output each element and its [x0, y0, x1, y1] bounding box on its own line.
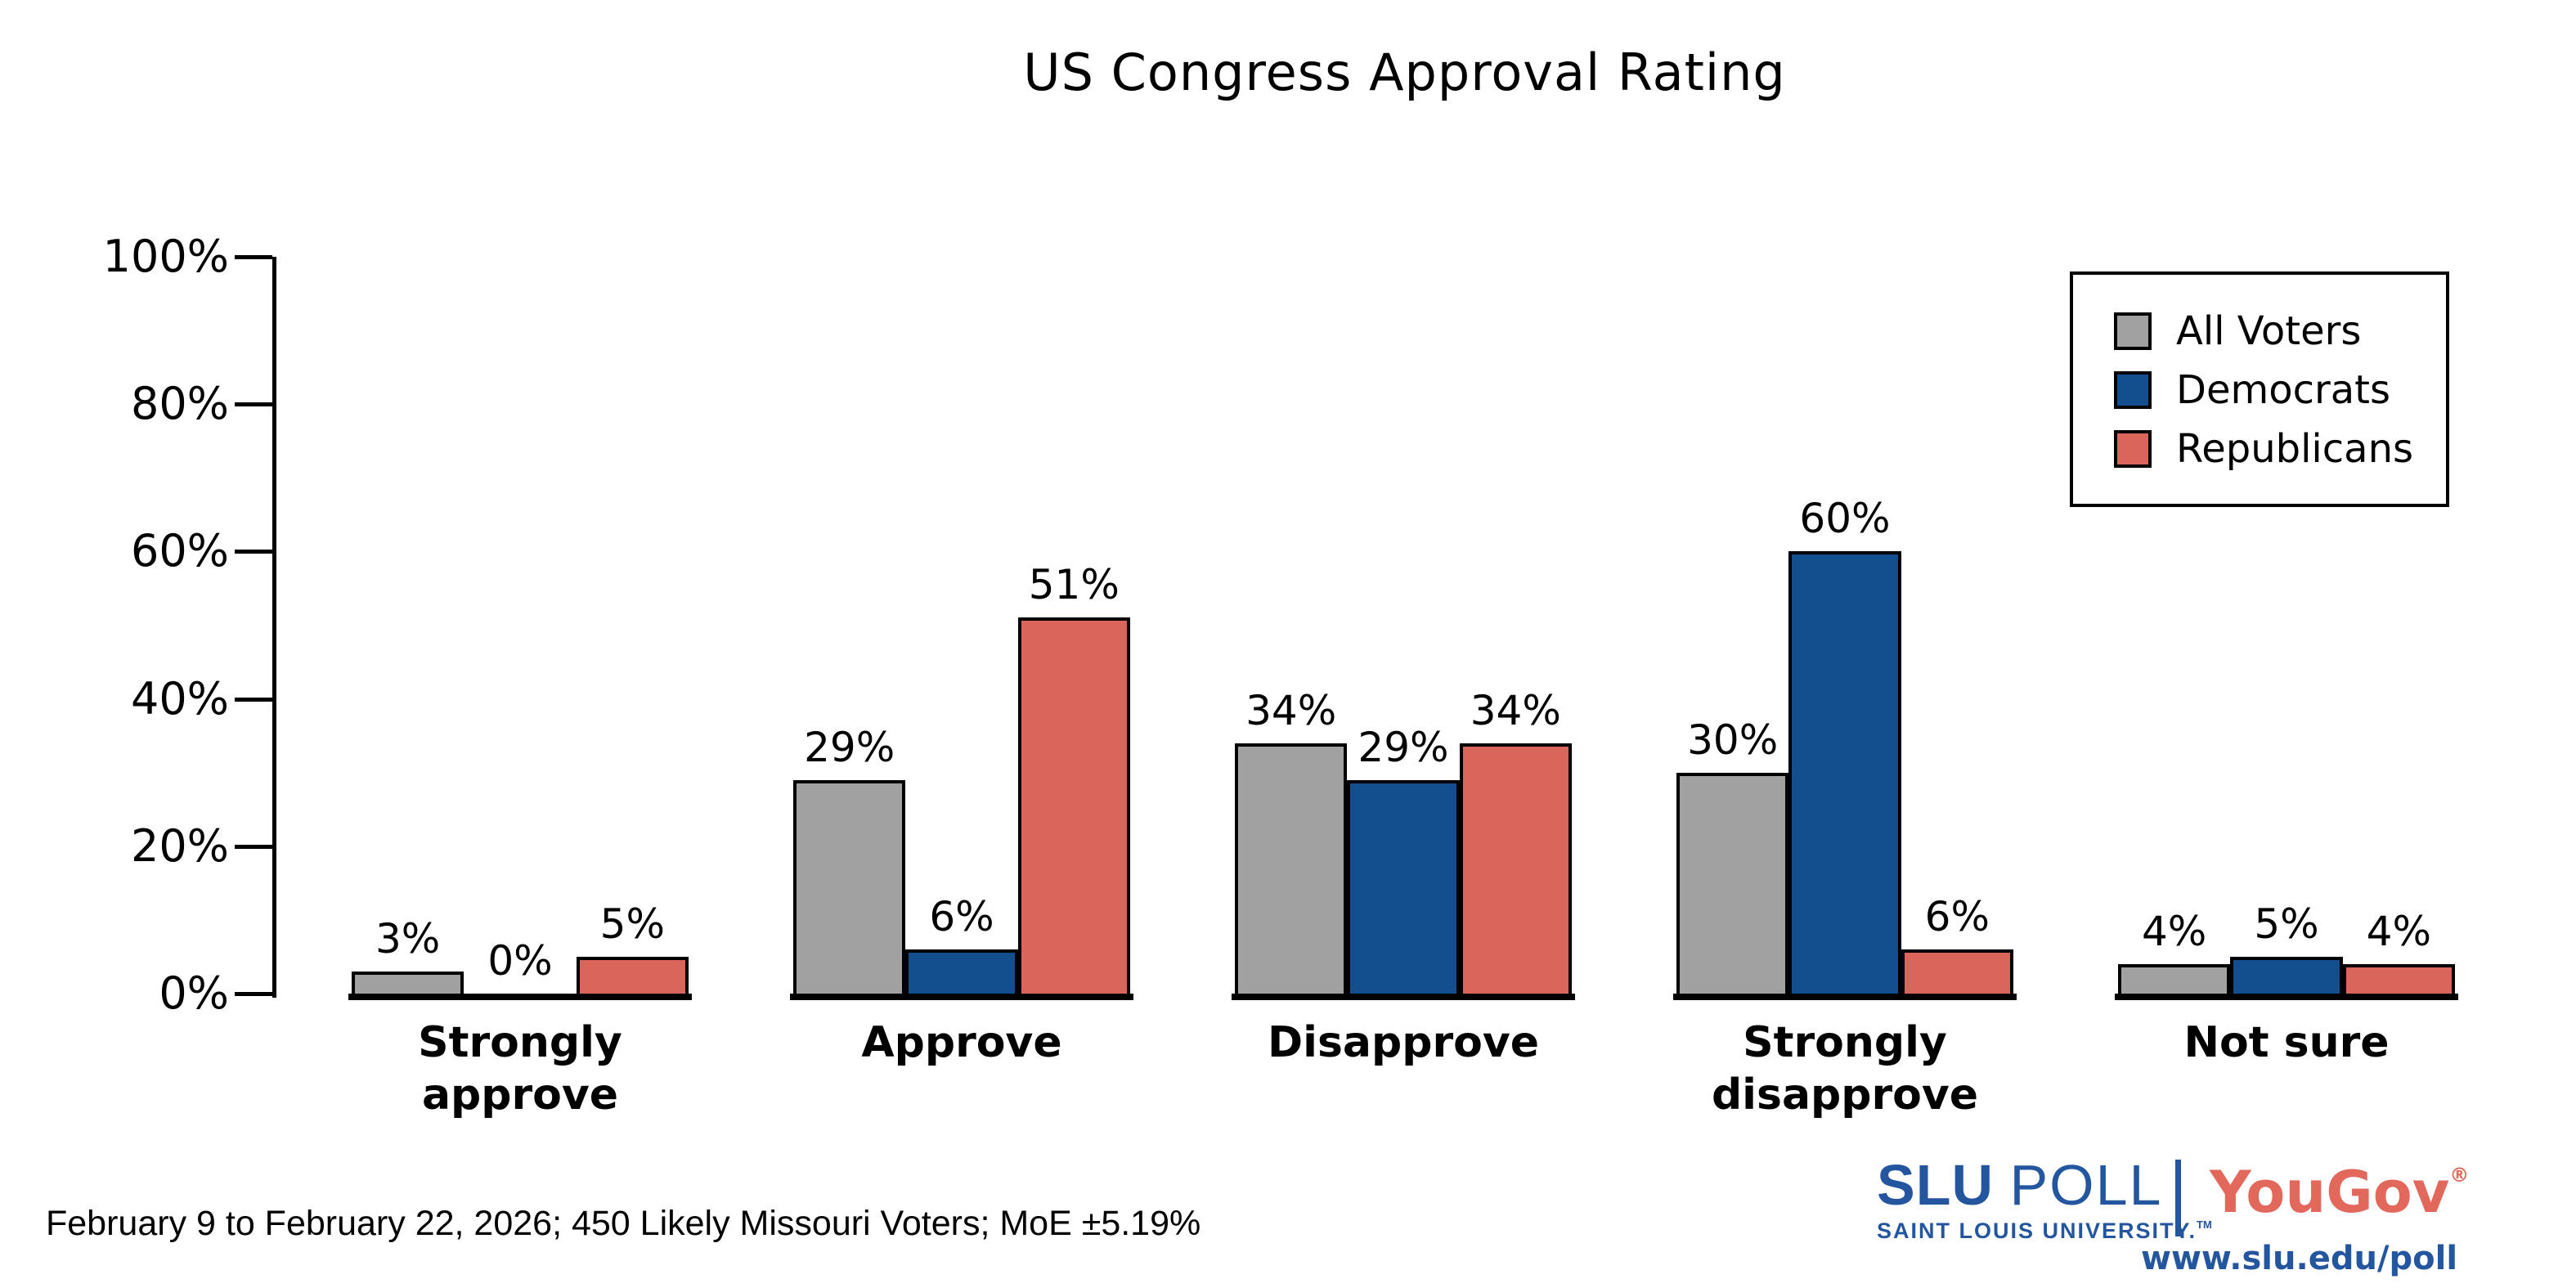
slu-wordmark-light: POLL — [2009, 1153, 2163, 1217]
y-axis-tick — [235, 255, 272, 259]
bar-value-label: 34% — [1470, 687, 1561, 734]
y-axis-tick — [235, 550, 272, 554]
bar-democrats — [2230, 957, 2343, 997]
bar-value-label: 4% — [2366, 908, 2431, 955]
slu-poll-logo: SLU POLL SAINT LOUIS UNIVERSITY.TM — [1877, 1155, 2212, 1244]
survey-footnote: February 9 to February 22, 2026; 450 Lik… — [46, 1204, 1201, 1243]
category-label: Approve — [861, 1018, 1062, 1067]
group-baseline — [2115, 994, 2458, 1000]
group-baseline — [348, 994, 692, 1000]
legend-label-democrats: Democrats — [2176, 367, 2390, 413]
yougov-wordmark: YouGov — [2210, 1159, 2450, 1226]
bar-value-label: 0% — [487, 937, 553, 985]
slu-poll-wordmark: SLU POLL — [1877, 1155, 2212, 1215]
bar-value-label: 6% — [1924, 893, 1990, 940]
y-axis-tick — [235, 697, 272, 702]
bar-value-label: 29% — [1358, 724, 1449, 771]
all-voters-swatch-icon — [2114, 312, 2152, 350]
slu-wordmark-bold: SLU — [1877, 1153, 1994, 1217]
y-axis-tick — [235, 844, 272, 849]
group-baseline — [1673, 994, 2017, 1000]
democrats-swatch-icon — [2114, 371, 2152, 409]
legend-row-republicans: Republicans — [2114, 429, 2413, 469]
legend: All Voters Democrats Republicans — [2070, 272, 2449, 507]
y-axis-spine — [272, 257, 276, 998]
bar-value-label: 60% — [1799, 495, 1891, 542]
group-baseline — [1232, 994, 1575, 1000]
bar-republicans — [576, 957, 689, 997]
y-axis-tick-label: 20% — [130, 819, 229, 872]
category-label: Not sure — [2183, 1018, 2390, 1067]
bar-all-voters — [1235, 743, 1348, 997]
legend-row-democrats: Democrats — [2114, 370, 2390, 411]
bar-republicans — [2342, 964, 2455, 997]
bar-value-label: 30% — [1687, 716, 1779, 764]
y-axis-tick — [235, 402, 272, 407]
bar-all-voters — [793, 780, 906, 997]
bar-republicans — [1017, 617, 1130, 997]
category-label: Strongly disapprove — [1711, 1018, 1979, 1120]
legend-row-all-voters: All Voters — [2114, 311, 2361, 352]
branding-block: SLU POLL SAINT LOUIS UNIVERSITY.TM YouGo… — [1873, 1148, 2535, 1283]
y-axis-tick — [235, 992, 272, 996]
y-axis-tick-label: 100% — [102, 231, 229, 282]
y-axis-tick-label: 80% — [130, 378, 229, 430]
bar-value-label: 4% — [2142, 908, 2207, 955]
republicans-swatch-icon — [2114, 430, 2152, 468]
slu-subtitle: SAINT LOUIS UNIVERSITY.TM — [1877, 1218, 2212, 1244]
y-axis-tick-label: 60% — [130, 525, 229, 577]
bar-value-label: 3% — [375, 915, 441, 963]
legend-label-all-voters: All Voters — [2176, 308, 2362, 354]
yougov-logo: YouGov® — [2210, 1163, 2469, 1222]
slu-subtitle-text: SAINT LOUIS UNIVERSITY. — [1877, 1218, 2197, 1243]
category-label: Disapprove — [1267, 1018, 1539, 1067]
bar-all-voters — [352, 972, 464, 997]
y-axis-tick-label: 0% — [159, 967, 229, 1019]
bar-value-label: 6% — [929, 893, 994, 940]
bar-republicans — [1459, 743, 1572, 997]
bar-value-label: 34% — [1245, 687, 1337, 734]
bar-democrats — [1347, 780, 1460, 997]
bar-value-label: 29% — [804, 724, 895, 771]
legend-label-republicans: Republicans — [2176, 426, 2413, 472]
group-baseline — [790, 994, 1133, 1000]
y-axis-tick-label: 40% — [130, 672, 229, 725]
bar-value-label: 5% — [599, 900, 665, 948]
bar-all-voters — [1676, 773, 1789, 997]
bar-value-label: 5% — [2254, 900, 2319, 948]
bar-democrats — [905, 949, 1018, 997]
chart-title: US Congress Approval Rating — [1023, 43, 1786, 102]
registered-symbol: ® — [2449, 1164, 2470, 1187]
bar-democrats — [1788, 551, 1901, 997]
bar-republicans — [1901, 949, 2013, 997]
trademark-symbol: TM — [2197, 1218, 2212, 1231]
category-label: Strongly approve — [418, 1018, 622, 1120]
bar-all-voters — [2118, 964, 2231, 997]
logo-separator — [2175, 1160, 2181, 1236]
slu-poll-url: www.slu.edu/poll — [2141, 1240, 2458, 1277]
bar-value-label: 51% — [1028, 561, 1120, 608]
